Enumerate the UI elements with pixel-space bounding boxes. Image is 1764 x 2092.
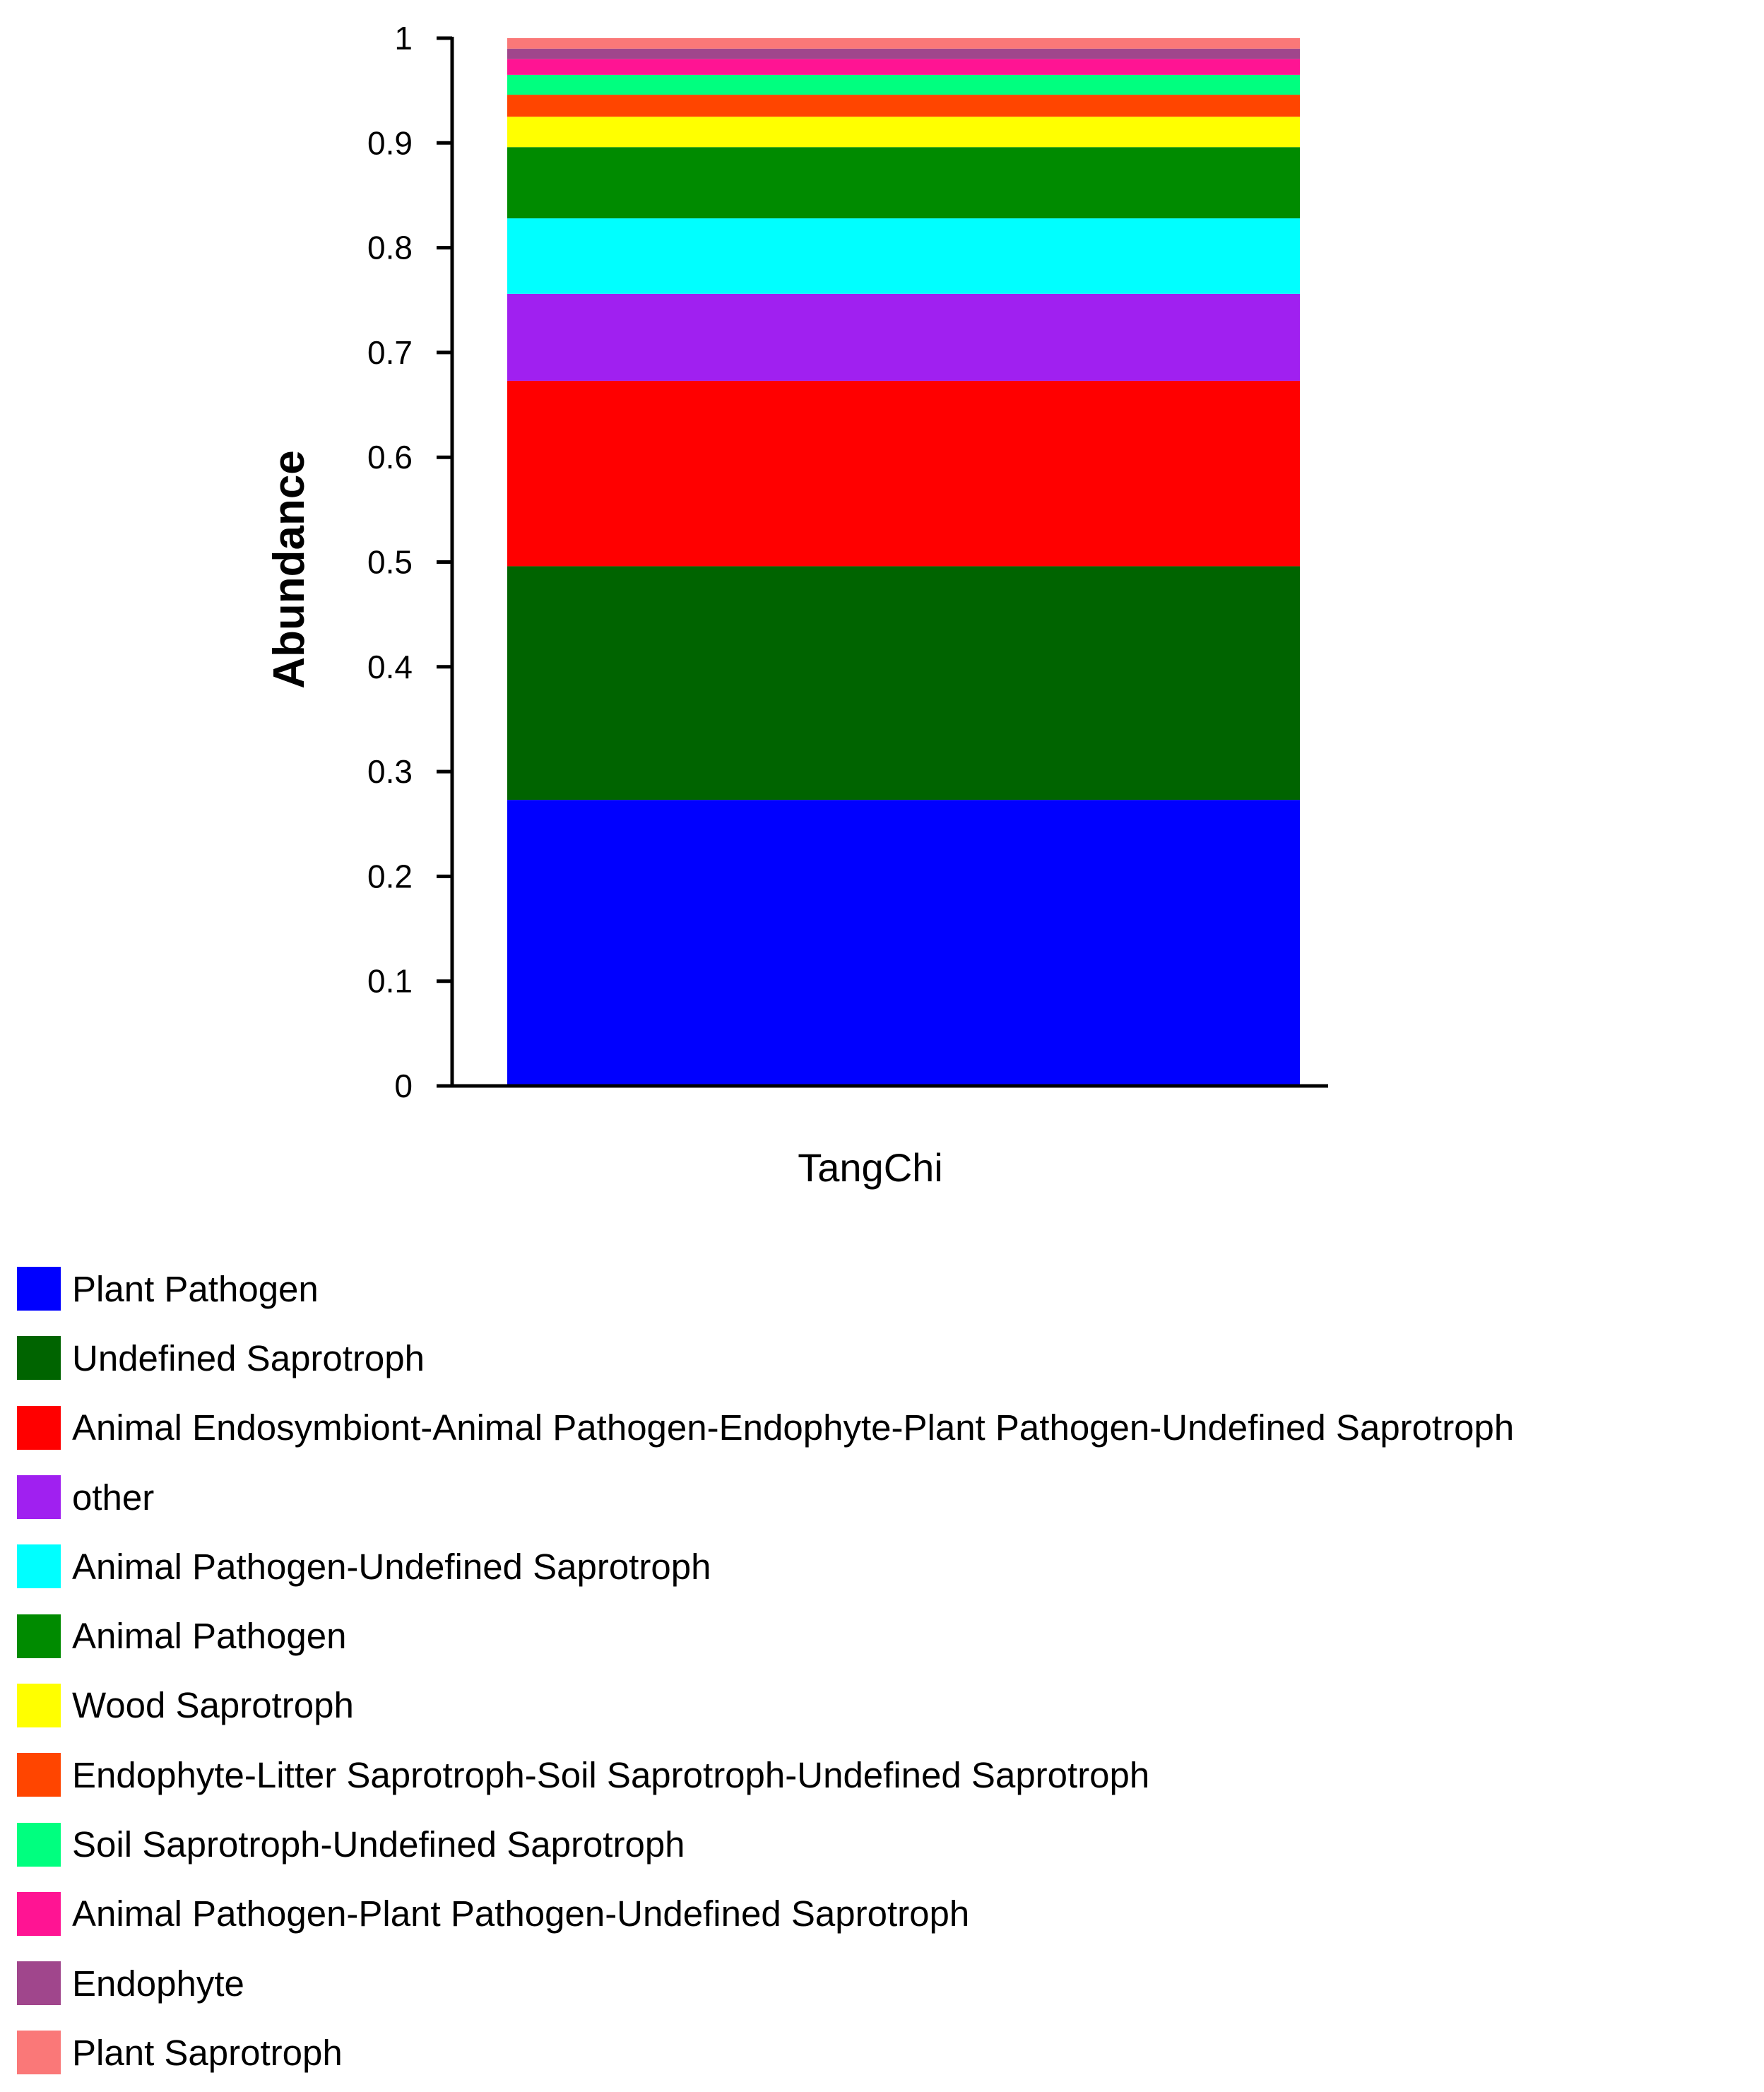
- legend: Plant Pathogen Undefined Saprotroph Animal…: [17, 1254, 1755, 2088]
- legend-label: Animal Pathogen-Plant Pathogen-Undefined…: [72, 1893, 970, 1934]
- y-tick-label: 0.2: [367, 858, 413, 894]
- legend-label: Endophyte-Litter Saprotroph-Soil Saprotr…: [72, 1754, 1150, 1795]
- y-axis-title: Abundance: [265, 450, 314, 689]
- legend-item: Animal Pathogen-Undefined Saprotroph: [17, 1532, 1755, 1601]
- legend-item: Soil Saprotroph-Undefined Saprotroph: [17, 1809, 1755, 1879]
- y-tick-label: 0.7: [367, 334, 413, 371]
- legend-label: Wood Saprotroph: [72, 1685, 354, 1726]
- y-tick-label: 0.5: [367, 544, 413, 581]
- y-tick-label: 0.4: [367, 649, 413, 685]
- legend-item: Animal Pathogen-Plant Pathogen-Undefined…: [17, 1879, 1755, 1949]
- bar-segment-12: [507, 38, 1300, 49]
- y-tick-label: 1: [394, 20, 413, 57]
- bar-segment-4: [507, 293, 1300, 381]
- y-tick-label: 0.9: [367, 124, 413, 161]
- y-tick-label: 0.6: [367, 439, 413, 475]
- legend-label: Endophyte: [72, 1963, 244, 2004]
- legend-item: Plant Saprotroph: [17, 2018, 1755, 2087]
- legend-label: Animal Pathogen-Undefined Saprotroph: [72, 1546, 711, 1587]
- legend-swatch: [17, 1753, 61, 1797]
- y-tick-label: 0: [394, 1068, 413, 1104]
- legend-label: Undefined Saprotroph: [72, 1337, 425, 1378]
- legend-swatch: [17, 1336, 61, 1381]
- legend-swatch: [17, 1891, 61, 1936]
- legend-item: Plant Pathogen: [17, 1254, 1755, 1323]
- legend-item: Animal Pathogen: [17, 1601, 1755, 1670]
- legend-swatch: [17, 1544, 61, 1589]
- legend-item: Wood Saprotroph: [17, 1671, 1755, 1740]
- y-tick-label: 0.1: [367, 963, 413, 1000]
- legend-item: other: [17, 1462, 1755, 1532]
- bar-segment-9: [507, 74, 1300, 95]
- bar-segments: [507, 38, 1300, 1086]
- legend-swatch: [17, 1683, 61, 1727]
- y-tick-label: 0.8: [367, 230, 413, 266]
- legend-swatch: [17, 2031, 61, 2075]
- bar-segment-8: [507, 95, 1300, 117]
- legend-label: Plant Saprotroph: [72, 2032, 343, 2073]
- bar-segment-11: [507, 48, 1300, 59]
- legend-swatch: [17, 1405, 61, 1450]
- y-tick-label: 0.3: [367, 753, 413, 790]
- legend-label: other: [72, 1477, 155, 1518]
- bar-segment-10: [507, 59, 1300, 75]
- legend-swatch: [17, 1822, 61, 1867]
- legend-swatch: [17, 1614, 61, 1658]
- x-category-label: TangChi: [798, 1145, 942, 1190]
- legend-label: Soil Saprotroph-Undefined Saprotroph: [72, 1824, 685, 1865]
- legend-label: Plant Pathogen: [72, 1268, 319, 1309]
- legend-label: Animal Pathogen: [72, 1616, 347, 1657]
- stacked-bar-chart: 00.10.20.30.40.50.60.70.80.91 Abundance …: [265, 20, 1328, 1190]
- legend-item: Endophyte-Litter Saprotroph-Soil Saprotr…: [17, 1740, 1755, 1809]
- legend-item: Undefined Saprotroph: [17, 1323, 1755, 1393]
- bar-segment-5: [507, 218, 1300, 294]
- legend-item: Endophyte: [17, 1949, 1755, 2018]
- legend-swatch: [17, 1961, 61, 2006]
- bar-segment-6: [507, 147, 1300, 219]
- bar-segment-7: [507, 117, 1300, 148]
- legend-swatch: [17, 1475, 61, 1520]
- bar-segment-3: [507, 380, 1300, 567]
- y-axis-ticks: 0 0.1 0.2 0.3 0.4 0.5 0.6 0.7 0.8 0.9 1: [367, 20, 452, 1104]
- legend-item: Animal Endosymbiont-Animal Pathogen-Endo…: [17, 1393, 1755, 1462]
- legend-swatch: [17, 1267, 61, 1311]
- bar-segment-1: [507, 800, 1300, 1086]
- legend-label: Animal Endosymbiont-Animal Pathogen-Endo…: [72, 1407, 1515, 1448]
- bar-segment-2: [507, 566, 1300, 800]
